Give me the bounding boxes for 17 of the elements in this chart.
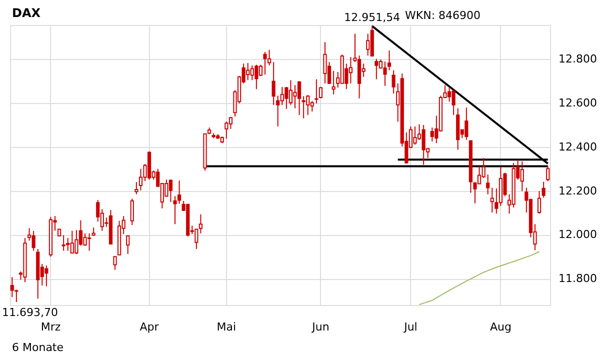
annotation: 12.951,54 (344, 10, 400, 24)
y-tick-label: 12.600 (558, 96, 597, 110)
y-tick-label: 12.200 (558, 184, 597, 198)
x-tick-label: Apr (140, 320, 160, 334)
chart-title: DAX (12, 6, 42, 20)
text: 11.693,70 (2, 306, 58, 319)
y-tick-label: 11.800 (558, 272, 597, 286)
y-tick-label: 12.000 (558, 228, 597, 242)
x-tick-label: Jun (311, 320, 330, 334)
x-tick-label: Mai (216, 320, 236, 334)
text: 6 Monate (12, 341, 64, 354)
y-tick-label: 12.800 (558, 52, 597, 66)
x-tick-label: Aug (490, 320, 512, 334)
x-tick-label: Mrz (40, 320, 61, 334)
x-tick-label: Jul (403, 320, 418, 334)
text: WKN: 846900 (405, 9, 481, 22)
y-tick-label: 12.400 (558, 140, 597, 154)
